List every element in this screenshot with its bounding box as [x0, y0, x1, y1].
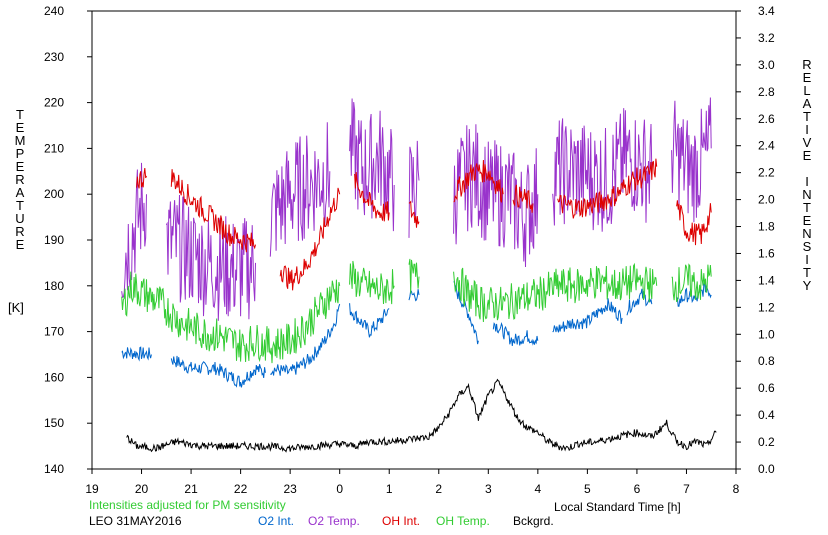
series-line: [408, 258, 420, 294]
series-line: [270, 303, 341, 376]
series-line: [671, 263, 712, 303]
legend-entry: O2 Int.: [258, 514, 295, 528]
y-right-tick-label: 2.6: [758, 112, 775, 126]
series-line: [121, 162, 147, 298]
x-tick-label: 7: [683, 482, 690, 496]
legend-entry: OH Int.: [382, 514, 421, 528]
y-right-tick-label: 1.4: [758, 273, 775, 287]
sensitivity-note: Intensities adjusted for PM sensitivity: [89, 498, 286, 512]
series-line: [349, 98, 395, 232]
series-line: [492, 322, 539, 347]
x-tick-label: 3: [485, 482, 492, 496]
y-right-tick-label: 0.2: [758, 435, 775, 449]
series-line: [136, 168, 147, 189]
x-tick-label: 6: [634, 482, 641, 496]
y-left-tick-label: 230: [44, 50, 64, 64]
series-line: [676, 200, 712, 246]
y-left-tick-label: 210: [44, 141, 64, 155]
x-tick-label: 5: [584, 482, 591, 496]
series-line: [349, 260, 395, 305]
series-line: [408, 200, 420, 228]
series-line: [453, 262, 658, 323]
legend-entry: O2 Temp.: [308, 514, 360, 528]
series-line: [170, 355, 266, 388]
y-right-tick-label: 0.4: [758, 408, 775, 422]
series-line: [676, 281, 712, 307]
series-line: [170, 169, 256, 253]
y-right-tick-label: 3.2: [758, 31, 775, 45]
x-tick-label: 1: [386, 482, 393, 496]
y-right-tick-label: 0.0: [758, 462, 775, 476]
y-right-tick-label: 0.6: [758, 381, 775, 395]
y-axis-left-unit: [K]: [8, 300, 24, 315]
y-right-tick-label: 1.8: [758, 220, 775, 234]
series-line: [626, 288, 653, 316]
y-left-tick-label: 180: [44, 279, 64, 293]
x-tick-label: 20: [135, 482, 149, 496]
x-tick-label: 4: [535, 482, 542, 496]
series-line: [453, 124, 539, 268]
y-left-tick-label: 140: [44, 462, 64, 476]
y-right-tick-label: 1.2: [758, 300, 775, 314]
y-left-tick-label: 150: [44, 416, 64, 430]
legend-entry: OH Temp.: [436, 514, 490, 528]
y-right-tick-label: 0.8: [758, 354, 775, 368]
series-line: [671, 97, 712, 223]
x-tick-label: 0: [336, 482, 343, 496]
y-axis-left-label: T E M P E R A T U R E: [14, 107, 26, 252]
x-tick-label: 19: [85, 482, 99, 496]
series-line: [354, 171, 390, 222]
series-line: [165, 194, 256, 321]
x-tick-label: 22: [234, 482, 248, 496]
y-right-tick-label: 1.0: [758, 327, 775, 341]
x-tick-label: 8: [733, 482, 740, 496]
series-line: [121, 346, 152, 362]
series-line: [512, 184, 534, 213]
series-line: [279, 187, 341, 291]
y-right-tick-label: 3.0: [758, 58, 775, 72]
series-line: [126, 378, 717, 453]
station-date-label: LEO 31MAY2016: [89, 514, 182, 528]
series-line: [121, 271, 341, 364]
y-right-tick-label: 3.4: [758, 4, 775, 18]
y-right-tick-label: 2.0: [758, 193, 775, 207]
y-left-tick-label: 170: [44, 325, 64, 339]
y-right-tick-label: 1.6: [758, 246, 775, 260]
y-left-tick-label: 220: [44, 96, 64, 110]
series-line: [552, 108, 653, 232]
y-right-tick-label: 2.2: [758, 166, 775, 180]
series-line: [408, 140, 420, 238]
x-tick-label: 23: [283, 482, 297, 496]
series-line: [557, 158, 658, 219]
y-right-tick-label: 2.8: [758, 85, 775, 99]
y-left-tick-label: 240: [44, 4, 64, 18]
x-axis-label: Local Standard Time [h]: [554, 500, 681, 514]
x-tick-label: 2: [435, 482, 442, 496]
series-line: [453, 280, 479, 345]
series-line: [349, 303, 390, 338]
y-left-tick-label: 200: [44, 187, 64, 201]
legend-entry: Bckgrd.: [513, 514, 554, 528]
series-line: [269, 122, 331, 257]
series-line: [552, 298, 623, 333]
y-left-tick-label: 190: [44, 233, 64, 247]
y-axis-right-label: R E L A T I V E I N T E N S I T Y: [802, 57, 812, 293]
series-line: [453, 159, 504, 203]
y-left-tick-label: 160: [44, 370, 64, 384]
x-tick-label: 21: [184, 482, 198, 496]
y-right-tick-label: 2.4: [758, 139, 775, 153]
